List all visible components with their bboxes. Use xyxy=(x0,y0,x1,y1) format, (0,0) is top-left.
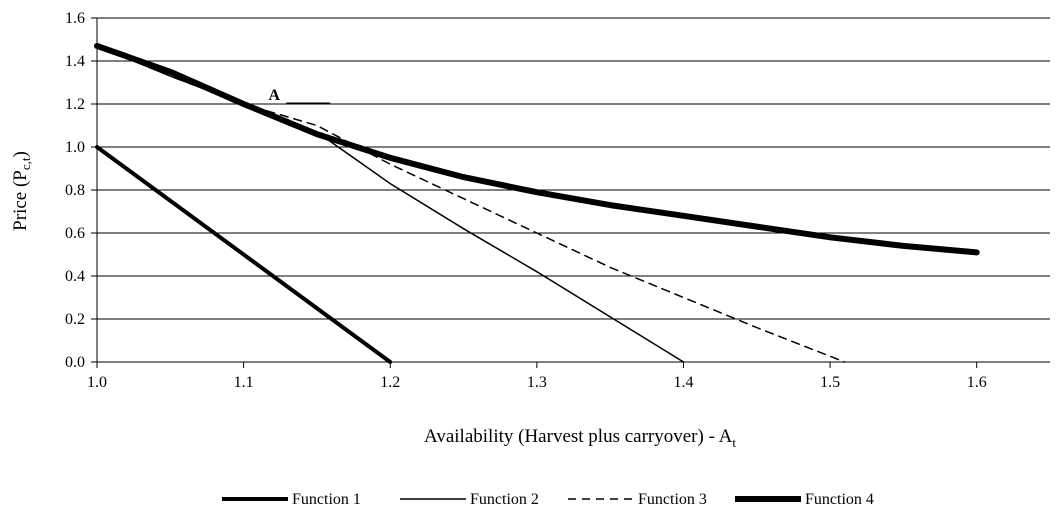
x-axis-title: Availability (Harvest plus carryover) - … xyxy=(424,426,736,450)
legend-label: Function 1 xyxy=(292,491,361,508)
y-axis-title: Price (Pc,t) xyxy=(10,151,33,231)
legend-label: Function 3 xyxy=(638,491,707,508)
y-tick-label: 0.6 xyxy=(65,225,85,242)
y-tick-label: 0.8 xyxy=(65,182,85,199)
legend-label: Function 2 xyxy=(470,491,539,508)
x-tick-label: 1.4 xyxy=(673,374,693,391)
y-tick-label: 1.4 xyxy=(65,53,85,70)
series-line-3 xyxy=(96,45,846,363)
x-tick-label: 1.5 xyxy=(820,374,840,391)
y-tick-label: 1.0 xyxy=(65,139,85,156)
x-tick-label: 1.0 xyxy=(87,374,107,391)
x-tick-label: 1.6 xyxy=(967,374,987,391)
x-tick-label: 1.3 xyxy=(527,374,547,391)
y-tick-label: 0.2 xyxy=(65,311,85,328)
gridlines xyxy=(97,17,1050,320)
series-line-4 xyxy=(94,42,980,256)
x-tick-label: 1.1 xyxy=(234,374,254,391)
y-tick-label: 0.4 xyxy=(65,268,85,285)
annotation-label: A xyxy=(268,87,280,104)
series-lines xyxy=(94,42,980,364)
ticks: 0.0 0.2 0.4 0.6 0.8 1.0 1.2 1.4 1.6 1.0 1.1 1.2 1.3 1… xyxy=(65,10,987,391)
series-line-1 xyxy=(95,145,393,364)
y-tick-label: 1.6 xyxy=(65,10,85,27)
annotation: A xyxy=(268,87,331,104)
legend: Function 1 Function 2 Function 3 Function 4 xyxy=(222,491,874,508)
y-tick-label: 1.2 xyxy=(65,96,85,113)
x-tick-label: 1.2 xyxy=(380,374,400,391)
legend-label: Function 4 xyxy=(805,491,874,508)
y-tick-label: 0.0 xyxy=(65,354,85,371)
